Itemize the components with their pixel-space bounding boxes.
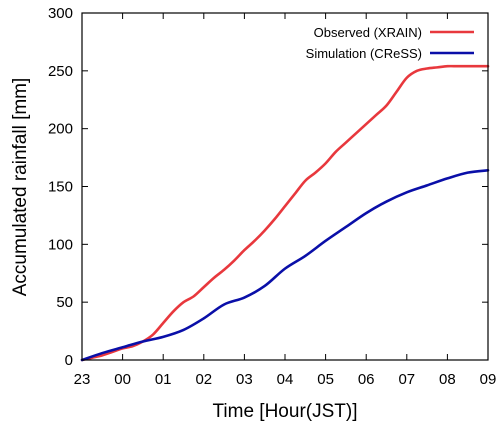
series-line-simulation xyxy=(80,169,490,362)
x-tick-label: 08 xyxy=(439,371,456,388)
x-tick-label: 04 xyxy=(277,371,294,388)
y-axis-title: Accumulated rainfall [mm] xyxy=(10,78,31,297)
x-tick-label: 01 xyxy=(155,371,172,388)
x-tick-label: 03 xyxy=(236,371,253,388)
series-line-observed xyxy=(80,64,490,362)
y-tick-label: 300 xyxy=(48,5,73,22)
y-tick-label: 0 xyxy=(65,352,73,369)
legend-label: Simulation (CReSS) xyxy=(306,46,422,61)
x-tick-label: 02 xyxy=(195,371,212,388)
x-tick-label: 23 xyxy=(74,371,91,388)
y-tick-label: 200 xyxy=(48,121,73,138)
axes: 0 50 100 150 200 250 300 23 00 01 02 03 04 05 06 07 08 09 xyxy=(48,5,496,388)
y-tick-label: 150 xyxy=(48,179,73,196)
y-tick-label: 100 xyxy=(48,236,73,253)
plot-area xyxy=(80,64,490,362)
x-tick-label: 07 xyxy=(398,371,415,388)
x-tick-label: 09 xyxy=(480,371,497,388)
legend-label: Observed (XRAIN) xyxy=(314,25,422,40)
x-axis-title: Time [Hour(JST)] xyxy=(213,401,358,422)
x-tick-label: 00 xyxy=(114,371,131,388)
legend: Observed (XRAIN) Simulation (CReSS) xyxy=(306,25,474,61)
x-tick-label: 06 xyxy=(358,371,375,388)
x-tick-label: 05 xyxy=(317,371,334,388)
y-tick-label: 50 xyxy=(56,294,73,311)
y-tick-label: 250 xyxy=(48,63,73,80)
